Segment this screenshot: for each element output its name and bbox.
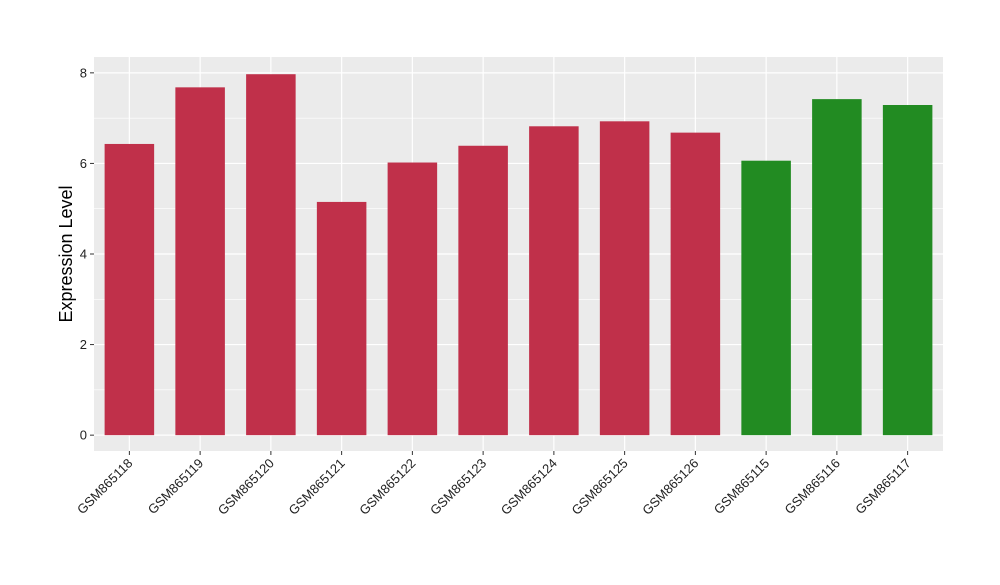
bar-GSM865126	[670, 132, 721, 436]
bar-GSM865121	[316, 201, 367, 436]
bar-GSM865119	[175, 87, 225, 436]
x-tick-label: GSM865121	[286, 456, 348, 518]
bar-GSM865123	[458, 145, 508, 436]
x-tick-label: GSM865125	[569, 456, 631, 518]
x-tick-label: GSM865120	[215, 456, 277, 518]
y-tick-label: 6	[80, 156, 87, 171]
bar-GSM865125	[599, 121, 650, 436]
bar-GSM865118	[104, 143, 155, 436]
x-tick-label: GSM865116	[781, 456, 843, 518]
bars	[104, 74, 933, 436]
y-tick-label: 2	[80, 337, 87, 352]
x-tick-label: GSM865117	[852, 456, 914, 518]
x-tick-label: GSM865119	[145, 456, 207, 518]
bar-GSM865124	[529, 126, 579, 436]
x-tick-label: GSM865126	[639, 456, 701, 518]
x-tick-label: GSM865122	[356, 456, 418, 518]
x-tick-label: GSM865123	[427, 456, 489, 518]
bar-GSM865120	[246, 74, 296, 436]
y-tick-label: 0	[80, 428, 87, 443]
bar-GSM865116	[812, 99, 862, 436]
x-tick-label: GSM865115	[711, 456, 773, 518]
bar-GSM865117	[882, 105, 933, 436]
bar-GSM865115	[741, 160, 791, 436]
x-tick-label: GSM865118	[74, 456, 136, 518]
y-axis-title: Expression Level	[56, 185, 76, 322]
bar-GSM865122	[387, 162, 438, 436]
y-tick-label: 4	[80, 247, 87, 262]
x-tick-label: GSM865124	[498, 456, 560, 518]
y-tick-label: 8	[80, 65, 87, 80]
